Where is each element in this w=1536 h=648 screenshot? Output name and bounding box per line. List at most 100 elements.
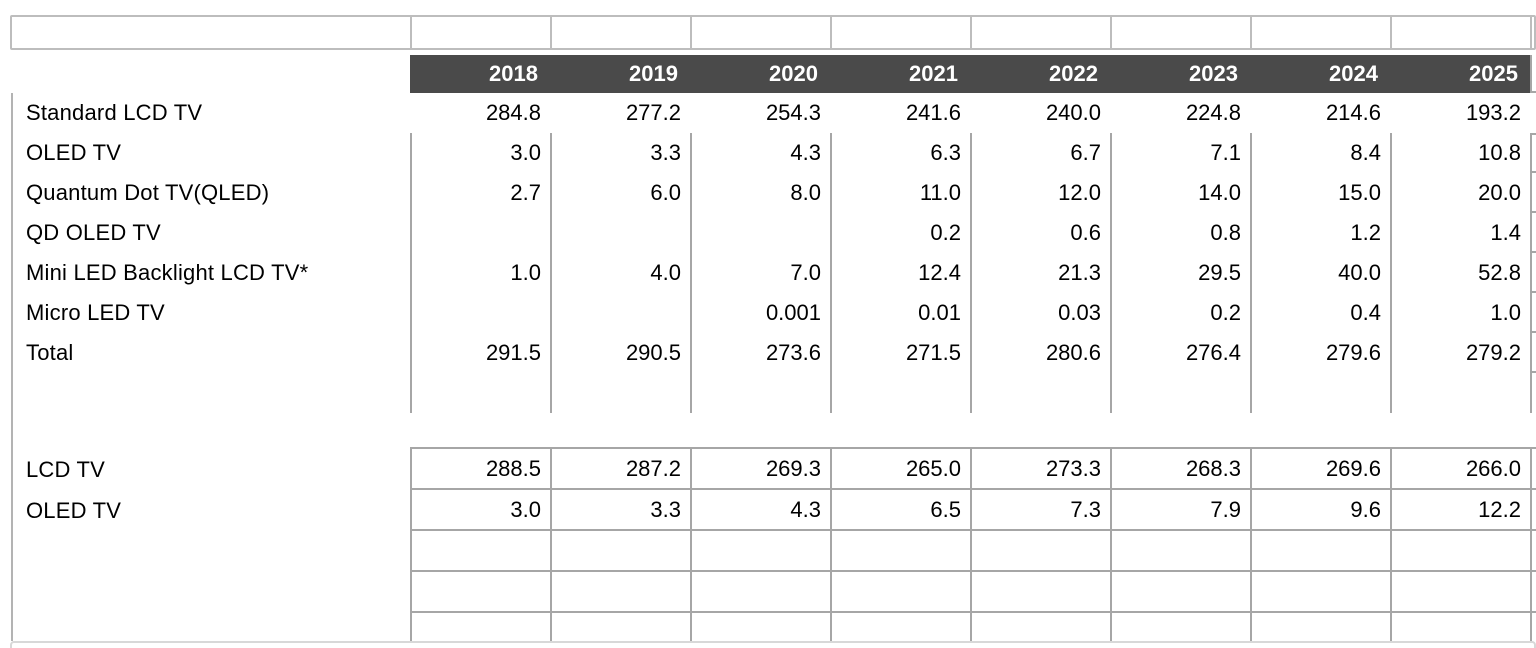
cell-value[interactable]: 12.4 xyxy=(830,253,970,293)
cell-value[interactable]: 10.8 xyxy=(1390,133,1530,173)
cell-value[interactable]: 240.0 xyxy=(1045,100,1101,125)
year-header[interactable]: 2025 xyxy=(1390,55,1530,93)
row-label[interactable]: Standard LCD TV xyxy=(26,100,203,125)
year-header[interactable]: 2020 xyxy=(690,55,830,93)
cell-value[interactable]: 280.6 xyxy=(970,333,1110,373)
cell-value[interactable]: 3.0 xyxy=(410,490,550,531)
cell-value[interactable]: 3.3 xyxy=(550,490,690,531)
cell-value[interactable]: 12.0 xyxy=(970,173,1110,213)
cell-value[interactable]: 29.5 xyxy=(1110,253,1250,293)
cell-value[interactable]: 279.2 xyxy=(1390,333,1530,373)
row-label[interactable]: Micro LED TV xyxy=(26,300,165,325)
cell-value[interactable]: 271.5 xyxy=(830,333,970,373)
cell-value[interactable]: 0.2 xyxy=(1110,293,1250,333)
empty-cell xyxy=(830,531,970,572)
cell-value[interactable]: 284.8 xyxy=(485,100,541,125)
cell-value[interactable]: 268.3 xyxy=(1110,449,1250,490)
header-row: 2018 2019 2020 2021 2022 2023 2024 2025 xyxy=(12,55,1536,93)
cell-value[interactable]: 269.6 xyxy=(1250,449,1390,490)
cell-value[interactable]: 15.0 xyxy=(1250,173,1390,213)
row-label[interactable]: LCD TV xyxy=(26,456,106,482)
cell-value[interactable]: 269.3 xyxy=(690,449,830,490)
cell-value[interactable]: 3.3 xyxy=(550,133,690,173)
year-header[interactable]: 2019 xyxy=(550,55,690,93)
cell-value[interactable]: 224.8 xyxy=(1185,100,1241,125)
cell-value[interactable]: 0.4 xyxy=(1250,293,1390,333)
cell-value[interactable] xyxy=(410,213,550,253)
cell-value[interactable]: 0.03 xyxy=(970,293,1110,333)
cell-value[interactable]: 4.3 xyxy=(690,490,830,531)
cell-value[interactable] xyxy=(690,213,830,253)
cell-value[interactable]: 4.3 xyxy=(690,133,830,173)
row-label[interactable]: OLED TV xyxy=(26,140,122,165)
cell-value[interactable] xyxy=(410,293,550,333)
cell-value[interactable]: 11.0 xyxy=(830,173,970,213)
summary-row: OLED TV 3.0 3.3 4.3 6.5 7.3 7.9 9.6 12.2 xyxy=(12,490,1536,531)
cell-value[interactable] xyxy=(550,213,690,253)
cell-value[interactable] xyxy=(550,293,690,333)
empty-cell xyxy=(690,613,830,641)
cell-value[interactable]: 9.6 xyxy=(1250,490,1390,531)
row-label[interactable]: QD OLED TV xyxy=(26,220,161,245)
empty-cell xyxy=(410,613,550,641)
cell-value[interactable]: 7.0 xyxy=(690,253,830,293)
cell-value[interactable]: 7.3 xyxy=(970,490,1110,531)
row-label[interactable]: OLED TV xyxy=(26,497,122,523)
cell-value[interactable]: 3.0 xyxy=(410,133,550,173)
cell-value[interactable]: 7.9 xyxy=(1110,490,1250,531)
cell-value[interactable]: 273.6 xyxy=(690,333,830,373)
cell-value[interactable]: 254.3 xyxy=(765,100,821,125)
cell-value[interactable]: 0.6 xyxy=(970,213,1110,253)
table-row: Total 291.5 290.5 273.6 271.5 280.6 276.4 279.6… xyxy=(12,333,1536,373)
cell-value[interactable]: 1.4 xyxy=(1390,213,1530,253)
row-label[interactable]: Mini LED Backlight LCD TV* xyxy=(26,260,309,285)
cell-value[interactable]: 279.6 xyxy=(1250,333,1390,373)
cell-value[interactable]: 4.0 xyxy=(550,253,690,293)
cell-value[interactable]: 290.5 xyxy=(550,333,690,373)
edge-cell xyxy=(1530,17,1534,48)
cell-value[interactable]: 1.2 xyxy=(1250,213,1390,253)
cell-value[interactable]: 0.2 xyxy=(830,213,970,253)
cell-value[interactable]: 6.3 xyxy=(830,133,970,173)
cell-value[interactable]: 21.3 xyxy=(970,253,1110,293)
cell-value[interactable]: 276.4 xyxy=(1110,333,1250,373)
cell-value[interactable]: 0.01 xyxy=(830,293,970,333)
edge-cell xyxy=(1530,449,1536,490)
cell-value[interactable]: 20.0 xyxy=(1390,173,1530,213)
year-header[interactable]: 2022 xyxy=(970,55,1110,93)
cell-value[interactable]: 6.7 xyxy=(970,133,1110,173)
cell-value[interactable]: 273.3 xyxy=(970,449,1110,490)
year-header[interactable]: 2023 xyxy=(1110,55,1250,93)
cell-value[interactable]: 8.4 xyxy=(1250,133,1390,173)
cell-value[interactable]: 0.001 xyxy=(690,293,830,333)
cell-value[interactable]: 6.0 xyxy=(550,173,690,213)
cell-value[interactable]: 241.6 xyxy=(905,100,961,125)
cell-value[interactable]: 2.7 xyxy=(410,173,550,213)
cell-value[interactable]: 265.0 xyxy=(830,449,970,490)
cell-value[interactable]: 14.0 xyxy=(1110,173,1250,213)
cell-value[interactable]: 288.5 xyxy=(410,449,550,490)
cell-value[interactable]: 266.0 xyxy=(1390,449,1530,490)
cell-value[interactable]: 193.2 xyxy=(1465,100,1521,125)
cell-value[interactable]: 214.6 xyxy=(1325,100,1381,125)
cell-value[interactable]: 6.5 xyxy=(830,490,970,531)
year-header[interactable]: 2024 xyxy=(1250,55,1390,93)
year-header[interactable]: 2021 xyxy=(830,55,970,93)
empty-cell xyxy=(12,413,410,449)
cell-value[interactable]: 1.0 xyxy=(1390,293,1530,333)
cell-value[interactable]: 8.0 xyxy=(690,173,830,213)
row-label[interactable]: Total xyxy=(26,340,74,365)
empty-cell xyxy=(1250,17,1390,48)
cell-value[interactable]: 287.2 xyxy=(550,449,690,490)
year-header[interactable]: 2018 xyxy=(410,55,550,93)
cell-value[interactable]: 52.8 xyxy=(1390,253,1530,293)
cell-value[interactable]: 0.8 xyxy=(1110,213,1250,253)
cell-value[interactable]: 277.2 xyxy=(625,100,681,125)
cell-value[interactable]: 40.0 xyxy=(1250,253,1390,293)
cell-value[interactable]: 12.2 xyxy=(1390,490,1530,531)
cell-value[interactable]: 7.1 xyxy=(1110,133,1250,173)
row-label[interactable]: Quantum Dot TV(QLED) xyxy=(26,180,270,205)
cell-value[interactable]: 291.5 xyxy=(410,333,550,373)
cell-value[interactable]: 1.0 xyxy=(410,253,550,293)
